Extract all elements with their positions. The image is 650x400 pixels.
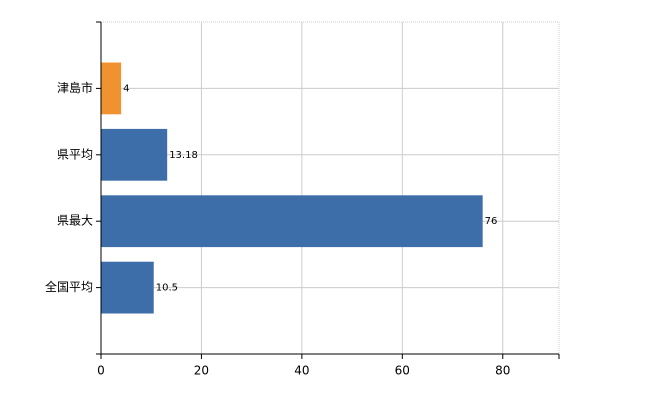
bar xyxy=(101,62,122,115)
bar xyxy=(101,195,483,248)
bar xyxy=(101,128,168,181)
x-tick-label: 80 xyxy=(495,364,510,378)
y-tick-label: 県平均 xyxy=(57,147,93,161)
y-tick-label: 津島市 xyxy=(57,80,93,95)
y-tick-label: 県最大 xyxy=(57,214,93,228)
x-tick-label: 40 xyxy=(294,364,309,378)
value-label: 76 xyxy=(485,216,498,227)
value-label: 10.5 xyxy=(156,283,178,294)
x-tick-label: 20 xyxy=(194,364,209,378)
value-label: 4 xyxy=(123,83,129,94)
value-label: 13.18 xyxy=(169,150,198,161)
bar xyxy=(101,261,154,314)
x-tick-label: 0 xyxy=(97,364,105,378)
y-tick-label: 全国平均 xyxy=(45,279,93,294)
x-tick-label: 60 xyxy=(395,364,410,378)
